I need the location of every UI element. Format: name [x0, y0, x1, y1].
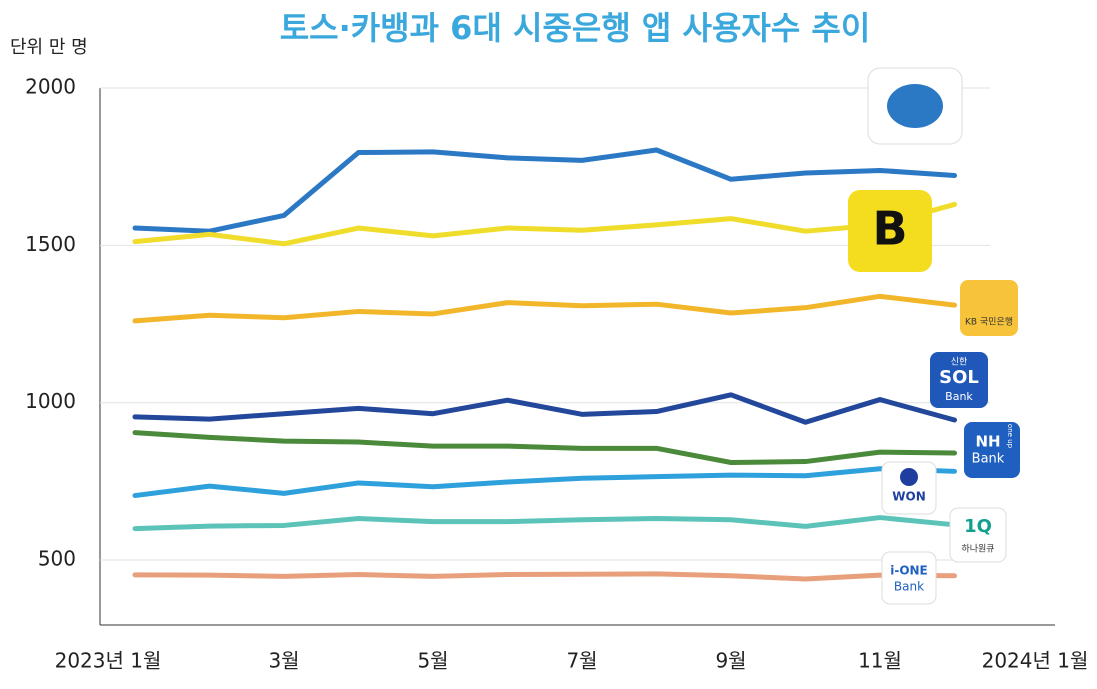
kb-icon: KB 국민은행	[960, 280, 1018, 336]
icon-text: Bank	[894, 580, 924, 594]
icon-text: 1Q	[964, 516, 992, 537]
ibk-icon: i-ONE Bank	[881, 551, 937, 605]
series-line	[132, 430, 957, 465]
icon-text: 하나원큐	[961, 544, 994, 555]
y-tick-label: 1500	[25, 232, 76, 256]
toss-icon	[867, 67, 963, 145]
series-line	[132, 201, 957, 247]
icon-text: Bank	[945, 390, 973, 403]
unit-label: 단위 만 명	[10, 37, 88, 58]
series-line	[132, 392, 957, 425]
series-line	[132, 147, 957, 234]
series-line	[132, 466, 957, 499]
kakao-icon: B	[848, 190, 932, 272]
x-tick-label: 2024년 1월	[982, 649, 1089, 673]
x-tick-label: 9월	[715, 649, 746, 673]
y-tick-label: 2000	[25, 75, 76, 99]
x-tick-label: 2023년 1월	[55, 649, 162, 673]
plot: 500 1000 1500 2000 2023년 1월 3월 5월 7월 9월 11월 2024년 …	[25, 75, 1088, 673]
shinhan-icon: 신한 SOL Bank	[930, 352, 988, 408]
icon-text: Bank	[972, 452, 1005, 467]
x-tick-label: 3월	[268, 649, 299, 673]
hana-icon: 1Q 하나원큐	[949, 507, 1007, 563]
won-icon: WON	[881, 461, 937, 515]
y-tick-label: 500	[38, 547, 76, 571]
y-tick-label: 1000	[25, 389, 76, 413]
icons: B KB 국민은행 신한 SOL Bank NH Bank one up WON…	[848, 67, 1020, 605]
icon-text: B	[872, 202, 907, 256]
nh-icon: NH Bank one up	[964, 422, 1020, 478]
icon-text: NH	[975, 433, 1000, 451]
x-tick-label: 11월	[858, 649, 902, 673]
x-tick-label: 7월	[566, 649, 597, 673]
chart-title: 토스·카뱅과 6대 시중은행 앱 사용자수 추이	[280, 9, 871, 47]
series-line	[132, 293, 957, 324]
icon-text: WON	[892, 490, 925, 504]
series-line	[132, 515, 957, 532]
x-tick-label: 5월	[417, 649, 448, 673]
icon-text: 신한	[951, 357, 968, 368]
icon-text: one up	[1006, 424, 1014, 449]
icon-text: SOL	[939, 367, 979, 388]
icon-text: KB 국민은행	[965, 316, 1013, 328]
series-line	[132, 571, 957, 582]
icon-text: i-ONE	[890, 564, 928, 578]
